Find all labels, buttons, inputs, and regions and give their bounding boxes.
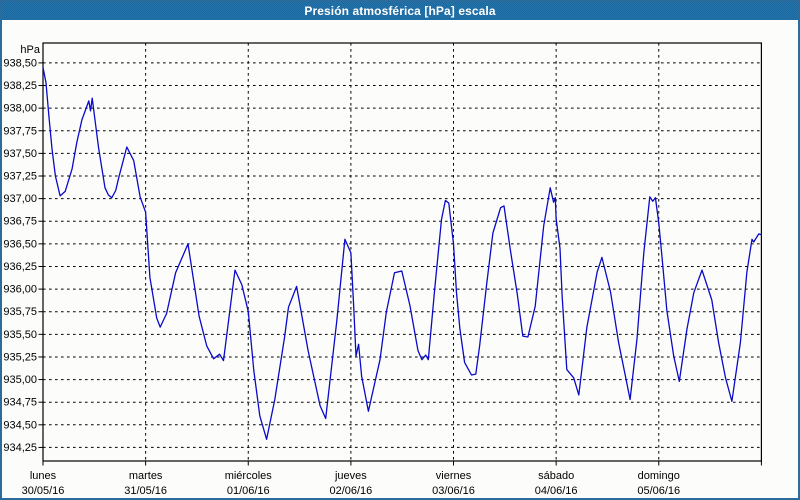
- y-tick-label: 935,25: [3, 351, 37, 363]
- x-day-date-label: 31/05/16: [124, 485, 167, 497]
- x-day-name-label: jueves: [334, 470, 367, 482]
- y-tick-label: 937,50: [3, 148, 37, 160]
- y-tick-label: 935,75: [3, 306, 37, 318]
- x-day-date-label: 05/06/16: [637, 485, 680, 497]
- x-day-name-label: martes: [129, 470, 163, 482]
- y-tick-label: 938,00: [3, 103, 37, 115]
- x-day-date-label: 03/06/16: [432, 485, 475, 497]
- x-day-name-label: lunes: [30, 470, 57, 482]
- y-tick-label: 936,75: [3, 216, 37, 228]
- y-tick-label: 935,50: [3, 329, 37, 341]
- x-day-date-label: 04/06/16: [535, 485, 578, 497]
- x-day-name-label: viernes: [436, 470, 472, 482]
- x-day-name-label: domingo: [638, 470, 680, 482]
- x-day-name-label: sábado: [538, 470, 574, 482]
- y-tick-label: 938,25: [3, 80, 37, 92]
- y-tick-label: 937,00: [3, 193, 37, 205]
- y-tick-label: 934,25: [3, 442, 37, 454]
- y-tick-label: 937,25: [3, 171, 37, 183]
- plot-frame: [42, 42, 763, 462]
- chart-title-bar: Presión atmosférica [hPa] escala: [2, 2, 798, 20]
- pressure-line: [42, 66, 763, 440]
- y-tick-label: 937,75: [3, 125, 37, 137]
- x-day-date-label: 01/06/16: [227, 485, 270, 497]
- x-day-name-label: miércoles: [225, 470, 273, 482]
- chart-title: Presión atmosférica [hPa] escala: [304, 4, 496, 18]
- y-tick-label: 934,50: [3, 419, 37, 431]
- x-day-date-label: 30/05/16: [22, 485, 65, 497]
- y-axis-unit-label: hPa: [20, 44, 40, 56]
- y-tick-label: 936,00: [3, 284, 37, 296]
- y-tick-label: 936,25: [3, 261, 37, 273]
- x-day-date-label: 02/06/16: [329, 485, 372, 497]
- y-tick-label: 938,50: [3, 57, 37, 69]
- y-tick-label: 936,50: [3, 238, 37, 250]
- y-tick-label: 934,75: [3, 397, 37, 409]
- y-tick-label: 935,00: [3, 374, 37, 386]
